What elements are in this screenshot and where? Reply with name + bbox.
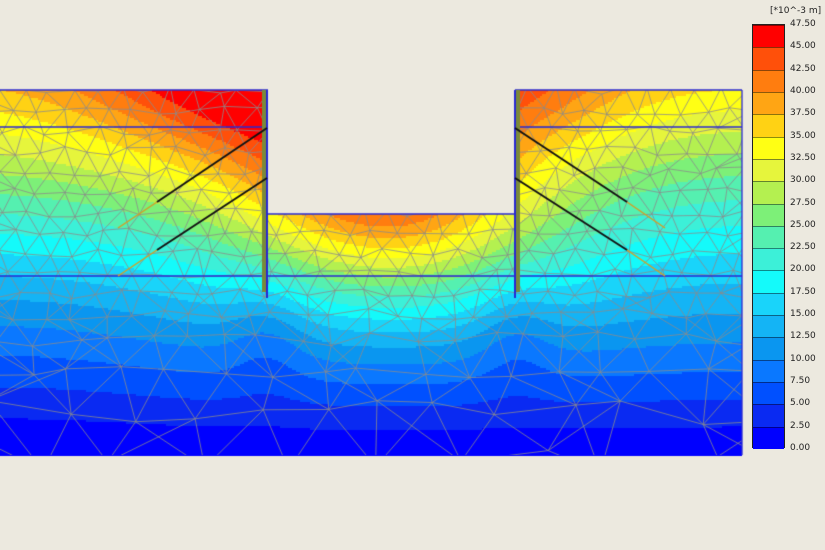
legend-tick-label: 47.50 [790, 19, 816, 29]
legend-tick-label: 15.00 [790, 309, 816, 320]
legend-band [753, 292, 784, 316]
legend-band [753, 25, 784, 48]
legend-band [753, 359, 784, 383]
legend-tick-label: 37.50 [790, 108, 816, 119]
legend-tick-label: 20.00 [790, 264, 816, 275]
legend-band [753, 47, 784, 70]
legend-band [753, 270, 784, 293]
legend-band [753, 69, 784, 92]
legend-tick-label: 12.50 [790, 331, 816, 342]
color-legend [752, 24, 785, 449]
legend-tick-label: 22.50 [790, 242, 816, 253]
legend-band [753, 382, 784, 405]
legend-tick-label: 25.00 [790, 219, 816, 230]
legend-tick-label: 2.50 [790, 420, 811, 431]
legend-tick-label: 30.00 [790, 175, 816, 186]
legend-band [753, 225, 784, 249]
legend-tick-label: 32.50 [790, 152, 816, 163]
legend-band [753, 203, 784, 226]
legend-band [753, 337, 784, 360]
legend-band [753, 181, 784, 204]
legend-tick-label: 10.00 [790, 353, 816, 364]
legend-band [753, 91, 784, 115]
legend-tick-label: 17.50 [790, 286, 816, 297]
legend-tick-label: 45.00 [790, 41, 816, 52]
legend-band [753, 404, 784, 427]
legend-band [753, 248, 784, 271]
legend-tick-label: 35.00 [790, 130, 816, 141]
legend-unit: [*10^-3 m] [770, 6, 822, 16]
legend-tick-label: 7.50 [790, 376, 811, 387]
legend-tick-label: 40.00 [790, 85, 816, 96]
legend-band [753, 315, 784, 338]
legend-band [753, 426, 784, 449]
legend-band [753, 114, 784, 137]
legend-tick-label: 27.50 [790, 197, 816, 208]
legend-band [753, 158, 784, 182]
legend-band [753, 136, 784, 159]
legend-tick-label: 42.50 [790, 63, 816, 74]
legend-tick-label: 0.00 [790, 443, 811, 453]
legend-tick-label: 5.00 [790, 398, 811, 409]
